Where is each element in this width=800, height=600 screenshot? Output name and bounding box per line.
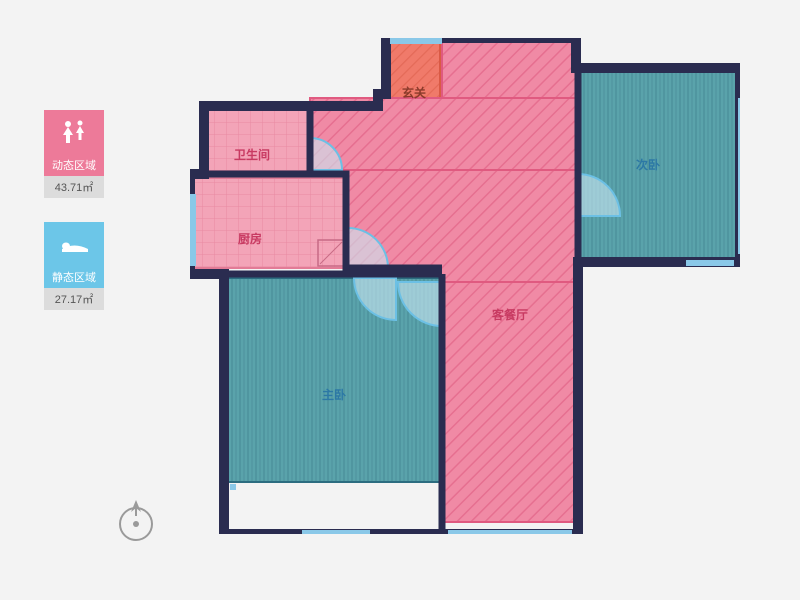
window [390, 38, 442, 44]
window [686, 260, 734, 266]
legend-panel: 动态区域 43.71㎡ 静态区域 27.17㎡ [44, 110, 104, 334]
legend-static: 静态区域 27.17㎡ [44, 222, 104, 310]
legend-static-label: 静态区域 [44, 266, 104, 288]
sleep-icon [44, 222, 104, 266]
legend-dynamic-value: 43.71㎡ [44, 176, 104, 198]
room-label-second_br: 次卧 [636, 156, 660, 173]
window [448, 530, 572, 534]
room-label-master_br: 主卧 [322, 386, 346, 403]
compass-icon [110, 494, 162, 546]
room-living-ext [442, 42, 576, 98]
room-kitchen [194, 178, 346, 268]
window [190, 194, 196, 266]
floor-plan: 玄关卫生间厨房客餐厅 次卧主卧 [190, 38, 740, 534]
room-label-entrance: 玄关 [402, 84, 426, 101]
window [738, 98, 740, 254]
room-label-bathroom: 卫生间 [234, 146, 270, 163]
legend-dynamic: 动态区域 43.71㎡ [44, 110, 104, 198]
legend-dynamic-label: 动态区域 [44, 154, 104, 176]
room-bathroom [208, 110, 308, 174]
people-icon [44, 110, 104, 154]
window [230, 484, 236, 490]
legend-static-value: 27.17㎡ [44, 288, 104, 310]
room-label-kitchen: 厨房 [238, 230, 262, 247]
window [302, 530, 370, 534]
room-label-living: 客餐厅 [492, 306, 528, 323]
